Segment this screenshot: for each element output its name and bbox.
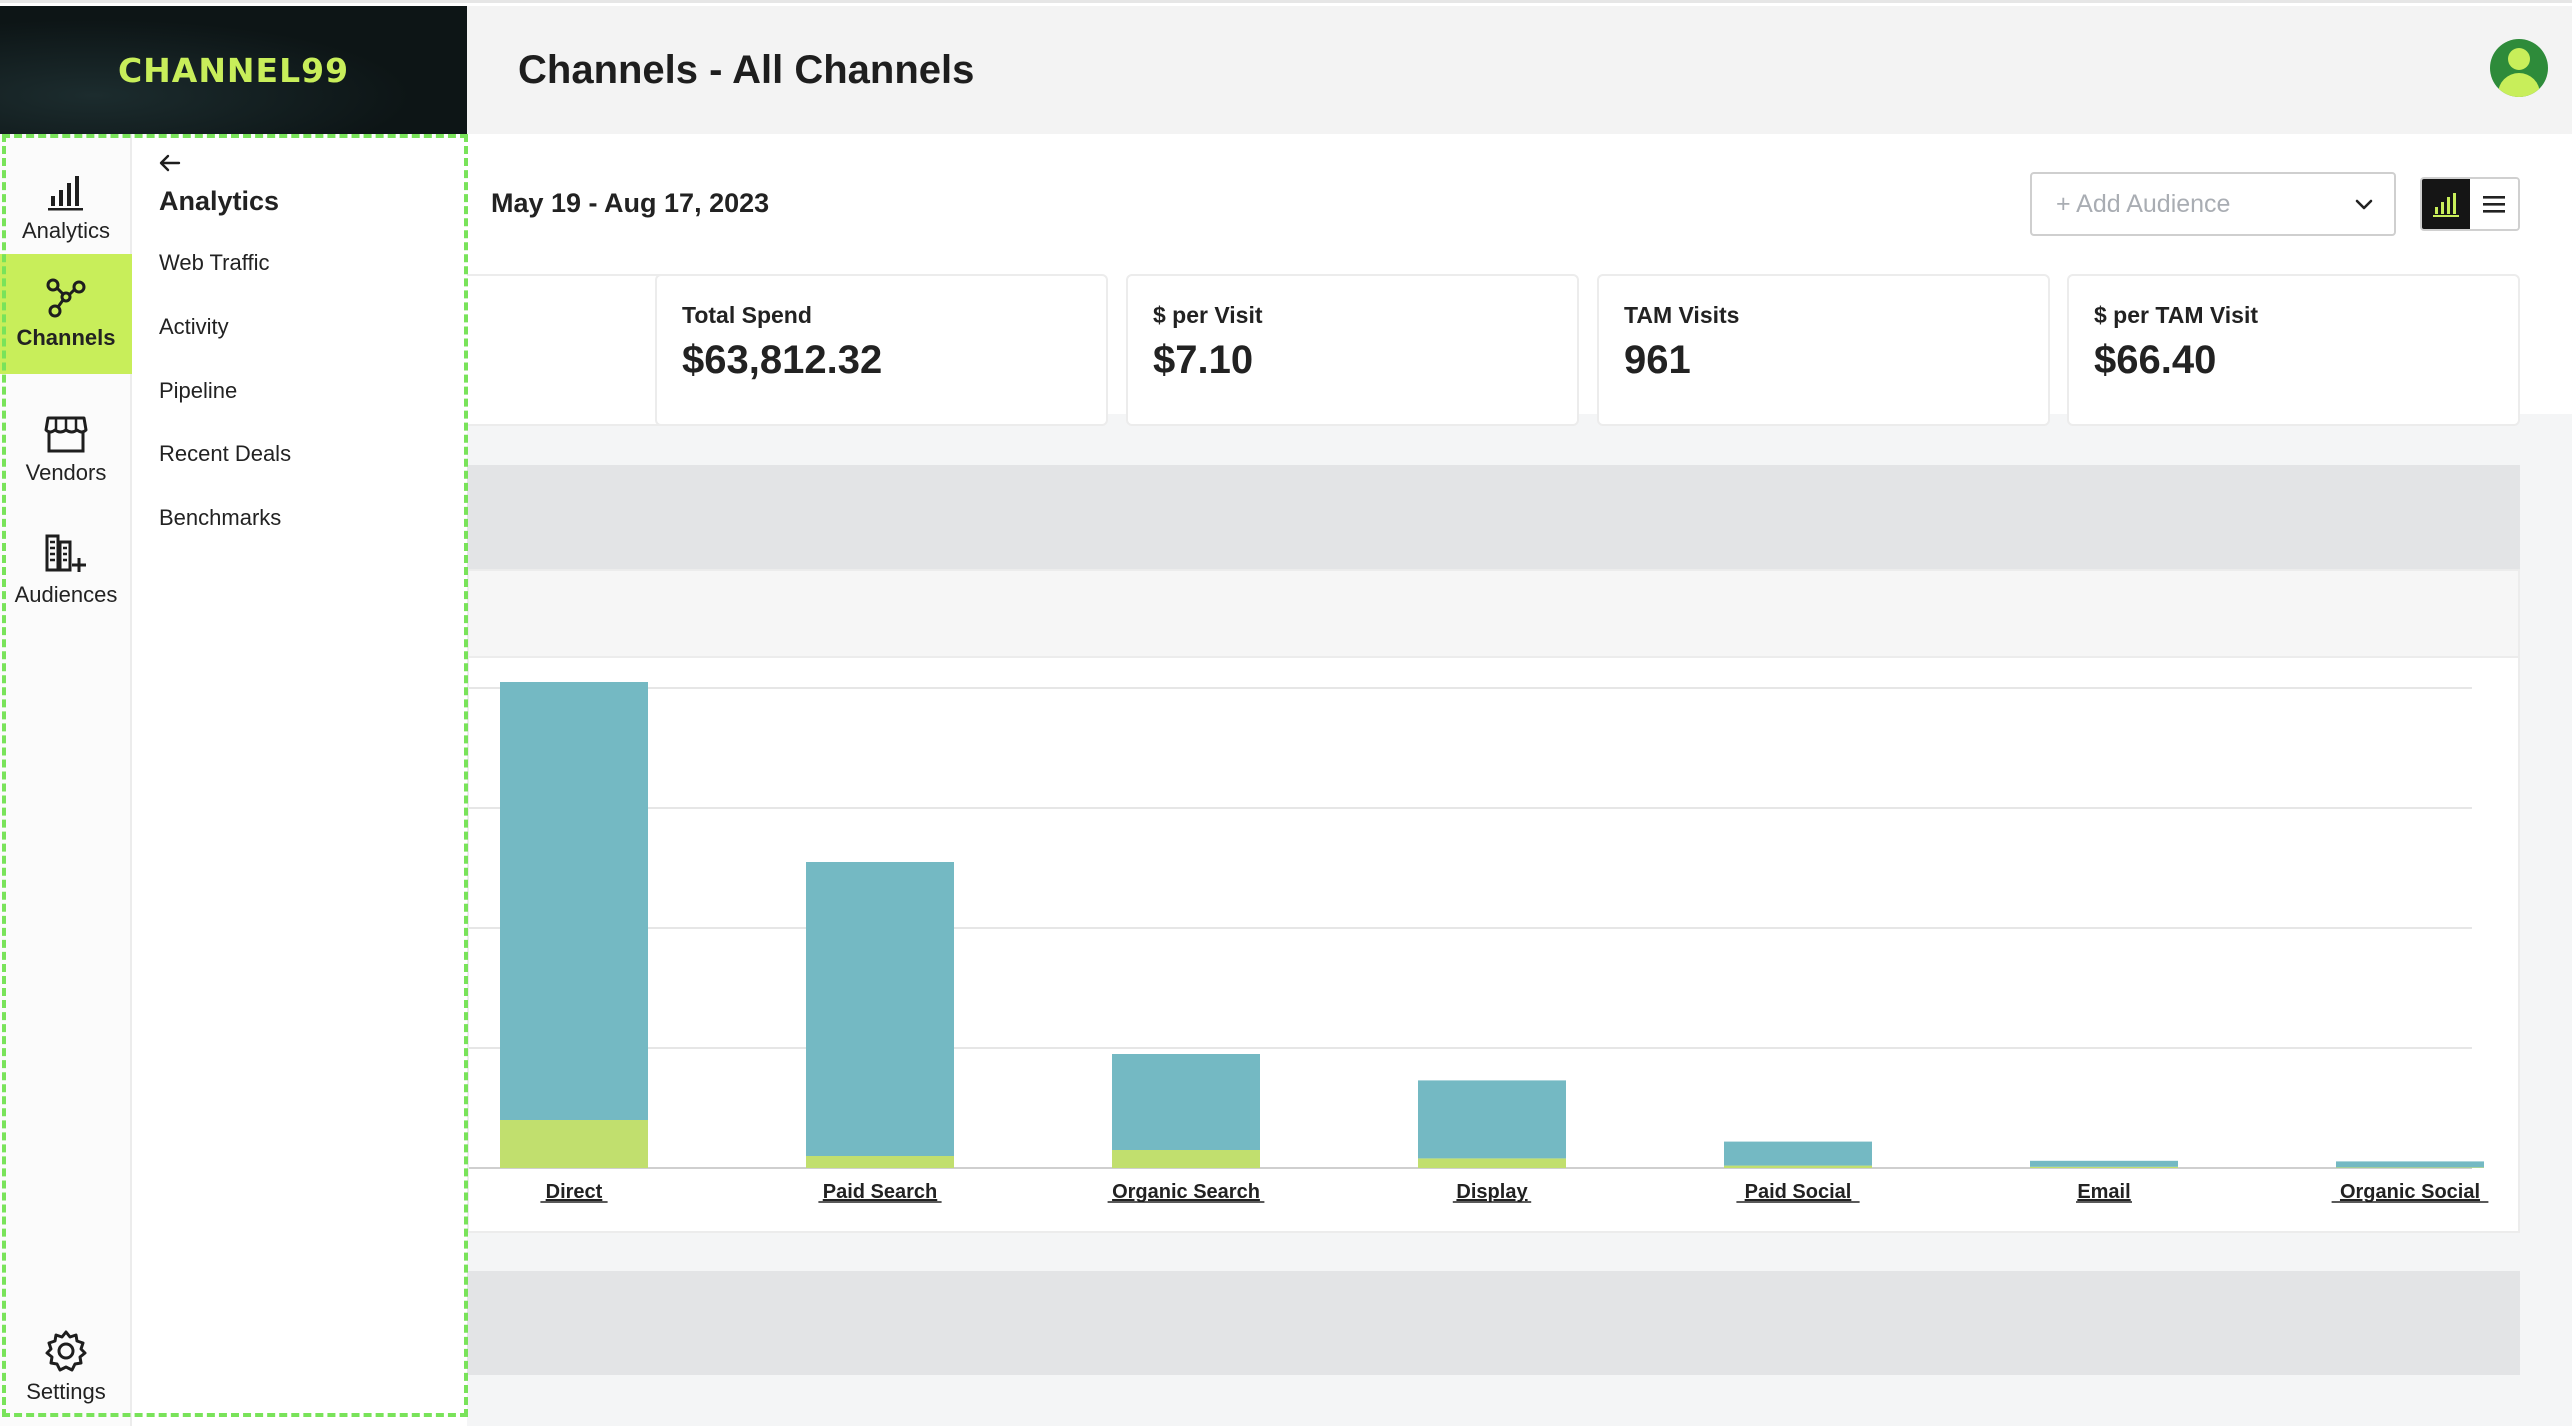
view-toggle: [2420, 177, 2520, 231]
list-view-button[interactable]: [2470, 179, 2518, 229]
bar-segment[interactable]: [1724, 1141, 1872, 1166]
add-audience-dropdown[interactable]: + Add Audience: [2030, 172, 2396, 236]
channel-bar-chart: Direct Paid Search Organic Search Display Pa…: [469, 682, 2489, 1203]
kpi-label: TAM Visits: [1624, 302, 1740, 328]
x-tick-label[interactable]: Email: [2077, 1181, 2130, 1203]
nav-label: Settings: [26, 1379, 106, 1404]
bar-segment[interactable]: [2030, 1160, 2178, 1167]
page-header: Channels - All Channels: [467, 6, 2572, 134]
list-icon: [2483, 196, 2505, 213]
bar-chart-icon: [2433, 193, 2459, 217]
bar-segment[interactable]: [500, 1120, 648, 1168]
x-tick-label[interactable]: Organic Social: [2340, 1181, 2480, 1203]
analytics-submenu: Analytics Web Traffic Activity Pipeline …: [132, 134, 467, 1426]
section-header-band: [467, 465, 2520, 569]
x-tick-label[interactable]: Organic Search: [1112, 1181, 1260, 1203]
nav-label: Audiences: [14, 582, 118, 607]
bar-segment[interactable]: [2336, 1161, 2484, 1168]
channel99-logo[interactable]: CHANNEL99: [0, 6, 467, 134]
network-icon: [46, 278, 86, 318]
building-plus-icon: [45, 534, 86, 572]
bar-segment[interactable]: [806, 1156, 954, 1168]
submenu-item-activity[interactable]: Activity: [159, 314, 229, 339]
chevron-down-icon: [2355, 199, 2373, 210]
bar-segment[interactable]: [2336, 1167, 2484, 1168]
kpi-card-per-tam-visit: $ per TAM Visit $66.40: [2067, 274, 2520, 426]
bar-chart-icon: [48, 176, 83, 211]
bar-segment[interactable]: [1112, 1054, 1260, 1150]
bar-segment[interactable]: [1418, 1158, 1566, 1168]
x-tick-label[interactable]: Display: [1456, 1181, 1528, 1203]
section-header-band-2: [467, 1271, 2520, 1375]
kpi-card-per-visit: $ per Visit $7.10: [1126, 274, 1579, 426]
nav-label: Analytics: [21, 218, 111, 243]
chart-view-button[interactable]: [2422, 179, 2470, 229]
nav-rail: Analytics Channels Vendors: [0, 134, 132, 1426]
channel-chart-card: Direct Paid Search Organic Search Display Pa…: [467, 569, 2520, 1233]
nav-settings[interactable]: Settings: [0, 1307, 132, 1426]
kpi-label: Total Spend: [682, 302, 812, 328]
nav-label: Channels: [16, 325, 116, 350]
bar-segment[interactable]: [806, 862, 954, 1156]
bar-segment[interactable]: [1724, 1165, 1872, 1168]
page-title: Channels - All Channels: [518, 47, 975, 92]
nav-label: Vendors: [25, 460, 107, 485]
x-tick-label[interactable]: Paid Social: [1745, 1181, 1852, 1203]
sidebar: Analytics Channels Vendors: [0, 134, 467, 1426]
bar-segment[interactable]: [2030, 1166, 2178, 1168]
bar-segment[interactable]: [1112, 1150, 1260, 1168]
bar-segment[interactable]: [1418, 1080, 1566, 1159]
main-content: May 19 - Aug 17, 2023 + Add Audience: [287, 134, 2572, 1426]
back-arrow-icon[interactable]: [157, 150, 183, 176]
nav-vendors[interactable]: Vendors: [0, 390, 132, 510]
kpi-card-tam-visits: TAM Visits 961: [1597, 274, 2050, 426]
nav-analytics[interactable]: Analytics: [0, 148, 132, 268]
bar-segment[interactable]: [500, 682, 648, 1120]
kpi-label: $ per TAM Visit: [2094, 302, 2259, 328]
kpi-value: 961: [1624, 338, 1691, 382]
x-tick-label[interactable]: Paid Search: [823, 1181, 938, 1203]
chart-card-header: [469, 571, 2518, 658]
submenu-item-web-traffic[interactable]: Web Traffic: [159, 250, 270, 275]
submenu-title: Analytics: [159, 186, 280, 216]
submenu-item-recent-deals[interactable]: Recent Deals: [159, 441, 292, 466]
x-tick-label[interactable]: Direct: [546, 1181, 603, 1203]
submenu-item-benchmarks[interactable]: Benchmarks: [159, 505, 282, 530]
date-range-label[interactable]: May 19 - Aug 17, 2023: [491, 188, 770, 218]
kpi-value: $63,812.32: [682, 338, 883, 382]
kpi-value: $7.10: [1153, 338, 1254, 382]
nav-audiences[interactable]: Audiences: [0, 510, 132, 630]
add-audience-placeholder: + Add Audience: [2056, 189, 2231, 218]
nav-channels[interactable]: Channels: [0, 254, 132, 374]
kpi-card-total-spend: Total Spend $63,812.32: [655, 274, 1108, 426]
kpi-value: $66.40: [2094, 338, 2217, 382]
storefront-icon: [44, 416, 88, 453]
submenu-item-pipeline[interactable]: Pipeline: [159, 378, 238, 403]
logo-text: CHANNEL99: [117, 50, 350, 90]
gear-icon: [45, 1330, 87, 1372]
user-avatar-icon[interactable]: [2490, 39, 2548, 97]
kpi-label: $ per Visit: [1153, 302, 1263, 328]
